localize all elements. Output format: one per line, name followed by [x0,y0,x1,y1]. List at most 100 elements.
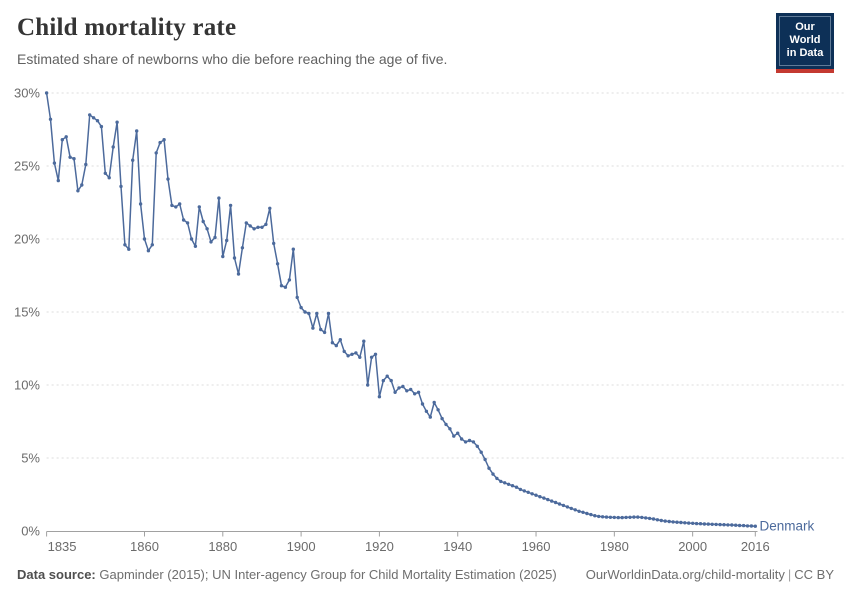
data-point[interactable] [651,517,656,521]
data-point[interactable] [499,479,503,484]
data-point[interactable] [232,256,237,260]
data-point[interactable] [671,520,675,524]
data-point[interactable] [698,522,703,526]
data-point[interactable] [706,522,710,526]
data-point[interactable] [178,202,182,206]
data-point[interactable] [726,523,730,527]
data-point[interactable] [479,450,483,454]
data-point[interactable] [737,523,742,528]
data-point[interactable] [107,176,111,180]
data-point[interactable] [99,124,104,129]
data-point[interactable] [311,326,315,330]
data-point[interactable] [158,140,162,145]
data-point[interactable] [444,422,448,427]
data-point[interactable] [675,520,679,524]
data-point[interactable] [553,500,558,505]
data-point[interactable] [538,495,542,499]
data-point[interactable] [197,205,201,209]
data-point[interactable] [745,524,750,528]
data-point[interactable] [299,305,303,310]
data-point[interactable] [68,155,72,159]
data-point[interactable] [174,205,178,209]
data-point[interactable] [409,387,413,392]
data-point[interactable] [659,518,663,523]
data-point[interactable] [95,119,100,123]
data-point[interactable] [76,189,80,193]
data-point[interactable] [397,386,401,390]
data-point[interactable] [734,523,738,527]
data-point[interactable] [201,219,205,224]
data-point[interactable] [268,206,272,210]
data-point[interactable] [287,278,292,282]
data-point[interactable] [295,295,299,300]
data-point[interactable] [741,523,746,528]
data-point[interactable] [330,341,335,345]
data-point[interactable] [52,161,57,165]
data-point[interactable] [459,437,464,441]
data-point[interactable] [593,514,597,518]
data-point[interactable] [373,352,378,356]
data-point[interactable] [162,138,166,142]
data-point[interactable] [694,521,699,526]
data-point[interactable] [608,515,613,519]
data-point[interactable] [401,384,405,389]
data-point[interactable] [338,338,342,342]
data-point[interactable] [205,227,209,231]
data-point[interactable] [103,171,108,175]
data-point[interactable] [628,515,632,519]
data-point[interactable] [413,392,417,396]
data-point[interactable] [48,117,53,122]
data-point[interactable] [424,409,429,413]
data-point[interactable] [369,355,374,359]
data-point[interactable] [749,524,754,528]
data-point[interactable] [722,523,726,527]
data-point[interactable] [181,218,186,222]
data-point[interactable] [221,254,225,259]
data-point[interactable] [185,221,190,225]
data-point[interactable] [283,285,288,289]
data-point[interactable] [217,196,221,200]
data-point[interactable] [667,519,671,524]
data-point[interactable] [463,440,468,444]
data-point[interactable] [291,247,295,251]
data-point[interactable] [275,262,280,266]
data-point[interactable] [753,524,757,528]
data-point[interactable] [405,389,409,393]
data-point[interactable] [636,515,640,519]
data-point[interactable] [334,343,338,348]
data-point[interactable] [213,235,217,240]
data-point[interactable] [624,515,628,520]
data-point[interactable] [440,416,444,421]
data-point[interactable] [342,349,346,354]
data-point[interactable] [589,512,593,517]
data-point[interactable] [131,158,135,162]
data-point[interactable] [506,482,511,486]
data-point[interactable] [550,499,554,503]
data-point[interactable] [303,310,307,314]
data-point[interactable] [573,508,577,512]
owid-logo[interactable]: Our World in Data [776,13,834,73]
data-point[interactable] [569,506,573,511]
data-point[interactable] [487,466,491,470]
data-point[interactable] [193,244,198,248]
data-point[interactable] [170,203,174,208]
data-point[interactable] [248,224,252,228]
data-point[interactable] [600,515,605,519]
data-point[interactable] [471,440,476,444]
data-point[interactable] [612,515,616,520]
data-point[interactable] [240,246,245,250]
data-point[interactable] [687,521,691,525]
data-point[interactable] [561,503,566,508]
data-point[interactable] [542,496,546,500]
data-point[interactable] [448,427,452,431]
data-point[interactable] [322,330,327,335]
data-point[interactable] [436,408,440,412]
data-point[interactable] [503,481,507,485]
data-point[interactable] [279,284,284,288]
data-point[interactable] [111,145,115,149]
data-point[interactable] [115,120,119,124]
data-point[interactable] [510,484,515,488]
data-point[interactable] [679,520,683,525]
data-point[interactable] [522,489,526,493]
data-point[interactable] [377,395,382,399]
